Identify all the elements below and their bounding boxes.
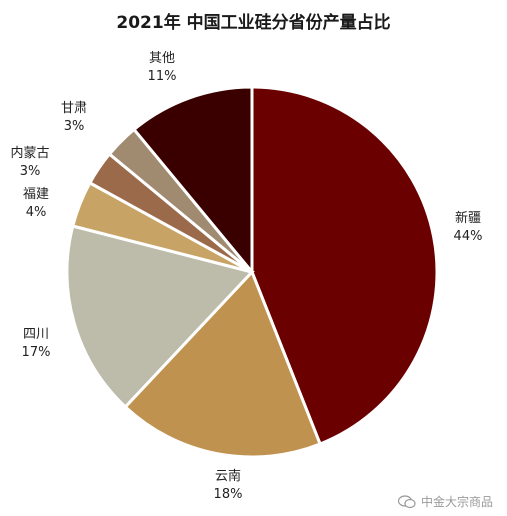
slice-name-label: 内蒙古 [10, 145, 49, 161]
pie-slice-3 [65, 224, 255, 409]
chart-title: 2021年 中国工业硅分省份产量占比 [116, 13, 391, 33]
slice-value-label: 17% [22, 345, 51, 360]
slice-name-label: 甘肃 [61, 101, 87, 116]
slice-value-label: 44% [454, 229, 483, 244]
slice-name-label: 新疆 [455, 210, 481, 226]
slice-name-label: 福建 [23, 187, 49, 202]
pie-slice-2 [123, 269, 323, 459]
slice-value-label: 3% [64, 119, 85, 134]
wechat-icon [397, 494, 416, 509]
pie-slice-7 [131, 85, 254, 277]
pie-slice-1 [250, 85, 439, 446]
slice-value-label: 11% [148, 69, 177, 84]
watermark-text: 中金大宗商品 [420, 495, 493, 509]
slice-name-label: 四川 [23, 327, 49, 342]
slice-name-label: 其他 [149, 51, 175, 66]
watermark: 中金大宗商品 [397, 493, 493, 510]
slice-value-label: 18% [214, 487, 243, 502]
slice-value-label: 3% [20, 164, 41, 179]
pie-labels: 新疆 44% 云南 18% 四川 17% 福建 4% 内蒙古 3% 甘肃 3% 其他 11% [10, 51, 482, 502]
slice-value-label: 4% [26, 205, 47, 220]
pie-slices [65, 85, 439, 459]
slice-name-label: 云南 [215, 468, 241, 484]
